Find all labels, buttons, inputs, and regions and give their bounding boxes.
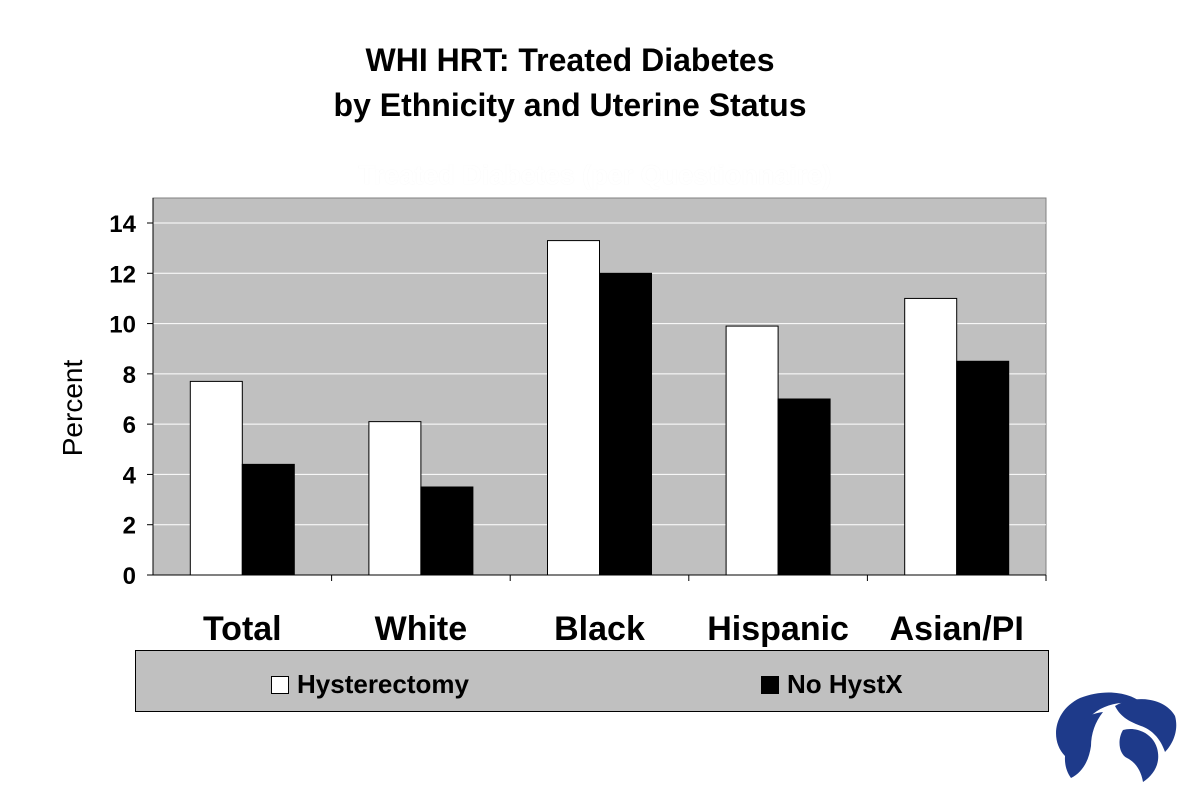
legend-label-no-hystx: No HystX bbox=[787, 669, 903, 699]
x-tick-label: Asian/PI bbox=[890, 610, 1024, 648]
y-tick-label: 6 bbox=[123, 412, 136, 439]
bar-hysterectomy-white bbox=[368, 421, 422, 576]
bar-hysterectomy-black bbox=[547, 240, 600, 576]
bar-no-hystx-hispanic bbox=[777, 398, 831, 576]
y-tick-label: 14 bbox=[109, 211, 136, 238]
bar-no-hystx-asian-pi bbox=[956, 360, 1010, 576]
chart-title: WHI HRT: Treated Diabetes by Ethnicity a… bbox=[0, 38, 1140, 128]
y-tick-label: 8 bbox=[123, 362, 136, 389]
whi-logo-icon bbox=[1056, 692, 1177, 782]
chart-legend: Hysterectomy No HystX bbox=[135, 650, 1049, 712]
bar-chart: 0 2 4 6 8 10 12 14 Percent Total White Black Hispani… bbox=[57, 197, 1047, 648]
y-tick-label: 2 bbox=[123, 513, 136, 540]
x-tick-label: White bbox=[375, 610, 468, 648]
bar-no-hystx-white bbox=[420, 486, 474, 576]
x-tick-label: Hispanic bbox=[707, 610, 849, 648]
bar-no-hystx-total bbox=[241, 463, 295, 576]
bar-hysterectomy-hispanic bbox=[725, 325, 779, 576]
bar-hysterectomy-asian-pi bbox=[904, 297, 958, 576]
chart-title-line-2: by Ethnicity and Uterine Status bbox=[333, 87, 807, 123]
y-tick-label: 10 bbox=[109, 312, 136, 339]
legend-item-no-hystx: No HystX bbox=[761, 669, 903, 700]
y-tick-label: 12 bbox=[109, 261, 136, 288]
chart-title-line-1: WHI HRT: Treated Diabetes bbox=[365, 42, 775, 78]
bar-hysterectomy-total bbox=[189, 380, 243, 576]
y-tick-label: 0 bbox=[123, 563, 136, 590]
x-tick-label: Total bbox=[203, 610, 282, 648]
legend-swatch-no-hystx bbox=[761, 675, 779, 694]
legend-label-hysterectomy: Hysterectomy bbox=[297, 669, 469, 699]
y-axis-label: Percent bbox=[57, 360, 88, 457]
legend-swatch-hysterectomy bbox=[271, 675, 289, 694]
bar-no-hystx-black bbox=[599, 272, 652, 576]
legend-item-hysterectomy: Hysterectomy bbox=[271, 669, 469, 700]
y-tick-label: 4 bbox=[123, 462, 137, 489]
chart-ghost-subtitle: Treated Diabetes (per Questionnaire) bbox=[358, 160, 832, 190]
x-tick-label: Black bbox=[554, 610, 645, 648]
